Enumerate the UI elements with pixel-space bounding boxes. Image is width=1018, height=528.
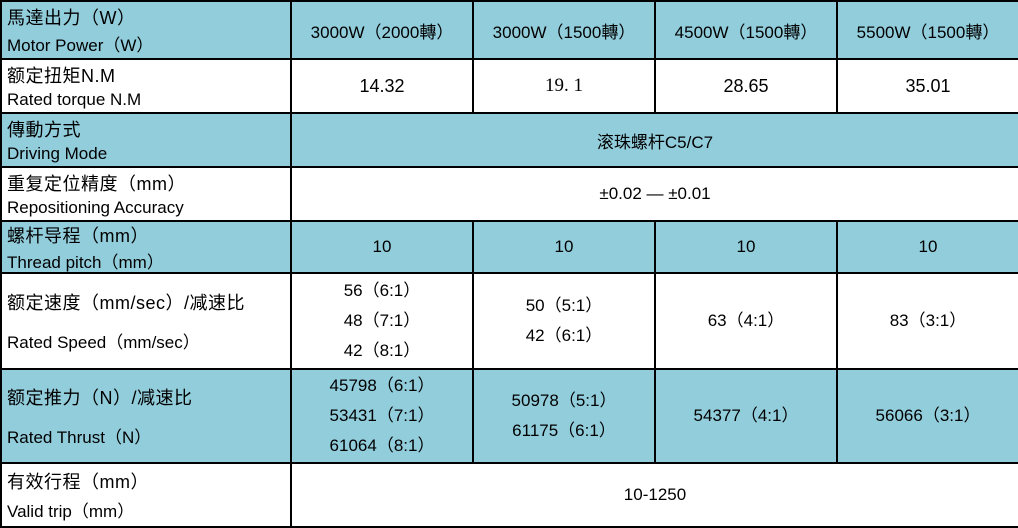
row-rated-speed: 额定速度（mm/sec）/减速比 Rated Speed（mm/sec） 56（… <box>0 272 1018 370</box>
row-motor-power: 馬達出力（W） Motor Power（W） 3000W（2000轉） 3000… <box>0 0 1018 60</box>
cell-rated-torque-2: 28.65 <box>654 58 838 114</box>
cell-rated-speed-2: 63（4:1） <box>654 272 838 370</box>
row-driving-mode: 傳動方式 Driving Mode 滚珠螺杆C5/C7 <box>0 112 1018 168</box>
cell-thread-pitch-0: 10 <box>290 220 474 274</box>
cell-rated-speed-0: 56（6:1） 48（7:1） 42（8:1） <box>290 272 474 370</box>
label-rated-thrust-zh: 额定推力（N）/减速比 <box>7 388 193 408</box>
label-rated-torque-zh: 额定扭矩N.M <box>7 66 116 87</box>
label-motor-power: 馬達出力（W） Motor Power（W） <box>0 0 292 60</box>
row-thread-pitch: 螺杆导程（mm） Thread pitch（mm） 10 10 10 10 <box>0 220 1018 274</box>
label-driving-mode-zh: 傳動方式 <box>7 120 81 141</box>
label-repositioning-accuracy-zh: 重复定位精度（mm） <box>7 174 186 195</box>
label-thread-pitch: 螺杆导程（mm） Thread pitch（mm） <box>0 220 292 274</box>
cell-repositioning-accuracy-merged: ±0.02 — ±0.01 <box>290 166 1018 222</box>
cell-motor-power-3: 5500W（1500轉） <box>836 0 1018 60</box>
cell-driving-mode-merged: 滚珠螺杆C5/C7 <box>290 112 1018 168</box>
label-driving-mode: 傳動方式 Driving Mode <box>0 112 292 168</box>
cell-rated-thrust-3: 56066（3:1） <box>836 368 1018 464</box>
row-rated-thrust: 额定推力（N）/减速比 Rated Thrust（N） 45798（6:1） 5… <box>0 368 1018 464</box>
label-valid-trip-zh: 有效行程（mm） <box>7 472 149 492</box>
label-repositioning-accuracy-en: Repositioning Accuracy <box>7 197 184 217</box>
cell-motor-power-2: 4500W（1500轉） <box>654 0 838 60</box>
cell-thread-pitch-1: 10 <box>472 220 656 274</box>
label-thread-pitch-en: Thread pitch（mm） <box>7 253 164 272</box>
cell-valid-trip-merged: 10-1250 <box>290 462 1018 528</box>
cell-rated-torque-3: 35.01 <box>836 58 1018 114</box>
cell-rated-torque-0: 14.32 <box>290 58 474 114</box>
label-rated-speed-en: Rated Speed（mm/sec） <box>7 333 200 352</box>
cell-rated-torque-1: 19. 1 <box>472 58 656 114</box>
cell-rated-thrust-2: 54377（4:1） <box>654 368 838 464</box>
label-rated-speed-zh: 额定速度（mm/sec）/减速比 <box>7 293 246 313</box>
cell-rated-speed-1: 50（5:1） 42（6:1） <box>472 272 656 370</box>
label-rated-torque-en: Rated torque N.M <box>7 89 142 109</box>
label-rated-thrust: 额定推力（N）/减速比 Rated Thrust（N） <box>0 368 292 464</box>
label-valid-trip-en: Valid trip（mm） <box>7 502 135 521</box>
cell-thread-pitch-3: 10 <box>836 220 1018 274</box>
cell-motor-power-1: 3000W（1500轉） <box>472 0 656 60</box>
label-motor-power-en: Motor Power（W） <box>7 35 154 55</box>
cell-rated-speed-3: 83（3:1） <box>836 272 1018 370</box>
label-repositioning-accuracy: 重复定位精度（mm） Repositioning Accuracy <box>0 166 292 222</box>
label-rated-torque: 额定扭矩N.M Rated torque N.M <box>0 58 292 114</box>
label-rated-thrust-en: Rated Thrust（N） <box>7 428 152 447</box>
label-valid-trip: 有效行程（mm） Valid trip（mm） <box>0 462 292 528</box>
label-motor-power-zh: 馬達出力（W） <box>7 8 136 29</box>
cell-rated-thrust-1: 50978（5:1） 61175（6:1） <box>472 368 656 464</box>
label-thread-pitch-zh: 螺杆导程（mm） <box>7 226 149 246</box>
cell-motor-power-0: 3000W（2000轉） <box>290 0 474 60</box>
row-rated-torque: 额定扭矩N.M Rated torque N.M 14.32 19. 1 28.… <box>0 58 1018 114</box>
cell-thread-pitch-2: 10 <box>654 220 838 274</box>
cell-rated-thrust-0: 45798（6:1） 53431（7:1） 61064（8:1） <box>290 368 474 464</box>
label-driving-mode-en: Driving Mode <box>7 143 108 163</box>
row-repositioning-accuracy: 重复定位精度（mm） Repositioning Accuracy ±0.02 … <box>0 166 1018 222</box>
label-rated-speed: 额定速度（mm/sec）/减速比 Rated Speed（mm/sec） <box>0 272 292 370</box>
row-valid-trip: 有效行程（mm） Valid trip（mm） 10-1250 <box>0 462 1018 528</box>
